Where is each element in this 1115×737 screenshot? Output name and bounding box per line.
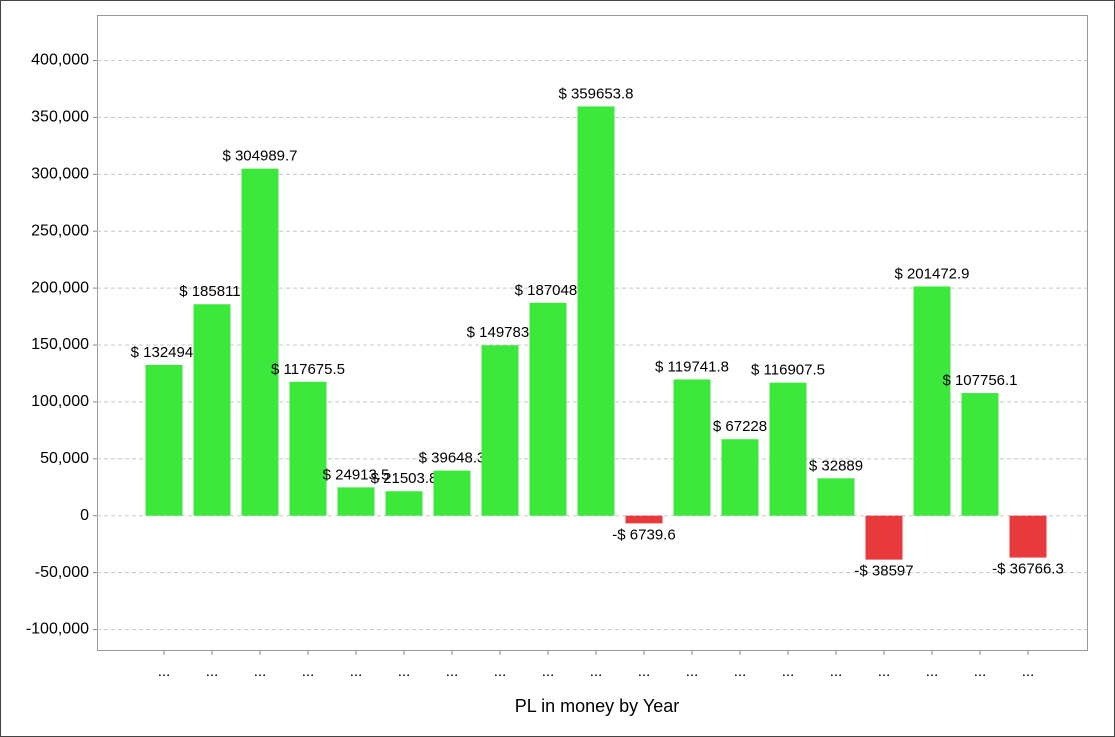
x-axis-title: PL in money by Year: [515, 696, 679, 716]
bar: [769, 382, 807, 516]
x-tick-label: ...: [1022, 663, 1035, 680]
data-label: $ 132494.: [131, 344, 198, 361]
x-tick-label: ...: [686, 663, 699, 680]
data-label: $ 67228: [713, 418, 767, 435]
y-tick-label: 100,000: [31, 393, 89, 410]
data-label: $ 359653.8: [558, 85, 633, 102]
x-tick-label: ...: [350, 663, 363, 680]
x-tick-label: ...: [782, 663, 795, 680]
bar: [529, 302, 567, 516]
x-tick-label: ...: [974, 663, 987, 680]
bar: [145, 364, 183, 516]
bar: [1009, 515, 1047, 558]
x-tick-label: ...: [590, 663, 603, 680]
bar: [337, 487, 375, 516]
data-label: $ 149783.: [467, 324, 534, 341]
y-tick-label: 250,000: [31, 222, 89, 239]
bar: [289, 381, 327, 516]
bar: [577, 106, 615, 516]
bar: [865, 515, 903, 560]
x-tick-label: ...: [206, 663, 219, 680]
data-label: $ 116907.5: [751, 362, 825, 379]
data-label: $ 117675.5: [271, 361, 345, 378]
y-tick-label: 150,000: [31, 336, 89, 353]
data-label: -$ 6739.6: [612, 526, 675, 543]
x-tick-label: ...: [254, 663, 267, 680]
data-label: $ 304989.7: [222, 148, 297, 165]
bar: [913, 286, 951, 516]
bar: [433, 470, 471, 516]
bar: [193, 304, 231, 516]
y-tick-label: -100,000: [26, 621, 89, 638]
data-label: $ 119741.8: [655, 358, 729, 375]
data-label: $ 187048.: [515, 282, 582, 299]
bar: [481, 345, 519, 516]
y-tick-label: 300,000: [31, 166, 89, 183]
data-label: $ 107756.1: [942, 372, 1017, 389]
x-tick-label: ...: [302, 663, 315, 680]
x-tick-label: ...: [638, 663, 651, 680]
data-label: $ 185811.: [179, 283, 245, 300]
bar: [721, 439, 759, 516]
y-tick-label: 200,000: [31, 279, 89, 296]
bar: [961, 393, 999, 516]
bar: [625, 515, 663, 524]
bar: [241, 168, 279, 516]
y-tick-label: -50,000: [35, 564, 89, 581]
x-tick-label: ...: [830, 663, 843, 680]
data-label: $ 201472.9: [894, 265, 969, 282]
bar: [385, 491, 423, 516]
data-label: $ 21503.8: [371, 470, 438, 487]
x-tick-label: ...: [398, 663, 411, 680]
x-tick-label: ...: [158, 663, 171, 680]
plot-area: [97, 15, 1088, 651]
y-tick-label: 350,000: [31, 109, 89, 126]
data-label: $ 39648.3: [419, 450, 486, 467]
x-tick-label: ...: [542, 663, 555, 680]
x-tick-label: ...: [878, 663, 891, 680]
bar: [817, 478, 855, 516]
x-tick-label: ...: [446, 663, 459, 680]
x-tick-label: ...: [926, 663, 939, 680]
x-tick-label: ...: [734, 663, 747, 680]
bar: [673, 379, 711, 516]
x-tick-label: ...: [494, 663, 507, 680]
y-tick-label: 0: [80, 507, 89, 524]
data-label: -$ 38597: [854, 563, 913, 580]
data-label: -$ 36766.3: [992, 561, 1064, 578]
data-label: $ 32889: [809, 457, 863, 474]
y-tick-label: 50,000: [40, 450, 89, 467]
y-tick-label: 400,000: [31, 52, 89, 69]
data-label: $ 24913.5: [323, 466, 390, 483]
